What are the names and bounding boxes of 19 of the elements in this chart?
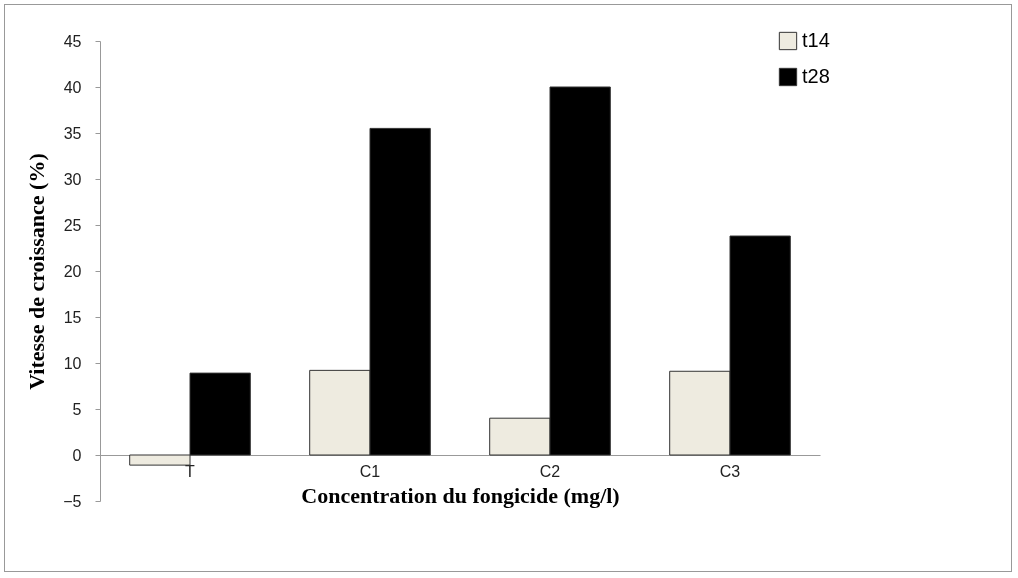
y-tick-label: 25: [63, 216, 82, 234]
y-tick-label: 40: [63, 78, 82, 96]
x-tick-label: C1: [359, 462, 381, 480]
y-tick-label: −5: [63, 492, 82, 510]
y-tick-label: 20: [63, 262, 82, 280]
x-tick-label: C2: [539, 462, 561, 480]
y-tick-label: 30: [63, 170, 82, 188]
y-tick-label: 10: [63, 354, 82, 372]
x-tick-label: T: [185, 462, 196, 480]
x-tick-label: C3: [719, 462, 741, 480]
legend-label: t28: [802, 65, 830, 87]
y-tick-label: 5: [72, 400, 82, 418]
y-tick-label: 45: [63, 32, 82, 50]
y-tick-label: 15: [63, 308, 82, 326]
legend-label: t14: [802, 29, 830, 51]
y-tick-label: 35: [63, 124, 82, 142]
y-axis-title: Vitesse de croissance (%): [24, 153, 50, 390]
x-axis-title: Concentration du fongicide (mg/l): [301, 482, 620, 508]
y-tick-label: 0: [72, 446, 82, 464]
